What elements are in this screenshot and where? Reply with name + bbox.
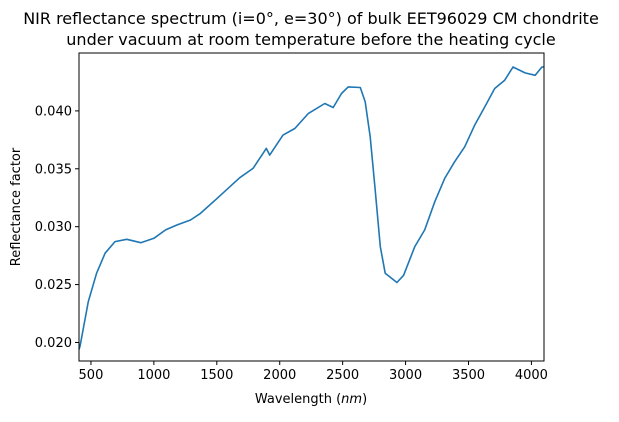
plot-frame <box>78 52 545 362</box>
x-tick-label: 1000 <box>137 368 170 383</box>
chart-title-line-1: NIR reflectance spectrum (i=0°, e=30°) o… <box>23 9 599 28</box>
series-line <box>78 66 544 350</box>
x-axis-label-unit: nm <box>341 392 362 407</box>
x-axis-ticks: 500 1000 1500 2000 2500 3000 3500 4000 <box>79 361 548 383</box>
y-tick-label: 0.020 <box>35 336 72 351</box>
y-tick-label: 0.030 <box>35 220 72 235</box>
x-tick-label: 2000 <box>263 368 296 383</box>
x-tick-label: 3000 <box>389 368 422 383</box>
x-axis-label-close: ) <box>362 392 367 407</box>
chart-title-line-2: under vacuum at room temperature before … <box>66 30 555 49</box>
y-tick-label: 0.025 <box>35 278 72 293</box>
y-axis-label: Reflectance factor <box>9 147 24 266</box>
x-axis-label: Wavelength (nm) <box>255 392 367 407</box>
x-tick-label: 1500 <box>200 368 233 383</box>
x-tick-label: 4000 <box>515 368 548 383</box>
y-tick-label: 0.040 <box>35 104 72 119</box>
x-tick-label: 2500 <box>326 368 359 383</box>
y-axis-ticks: 0.020 0.025 0.030 0.035 0.040 <box>35 104 79 351</box>
y-tick-label: 0.035 <box>35 162 72 177</box>
x-tick-label: 500 <box>79 368 104 383</box>
x-axis-label-text: Wavelength ( <box>255 392 341 407</box>
x-tick-label: 3500 <box>452 368 485 383</box>
